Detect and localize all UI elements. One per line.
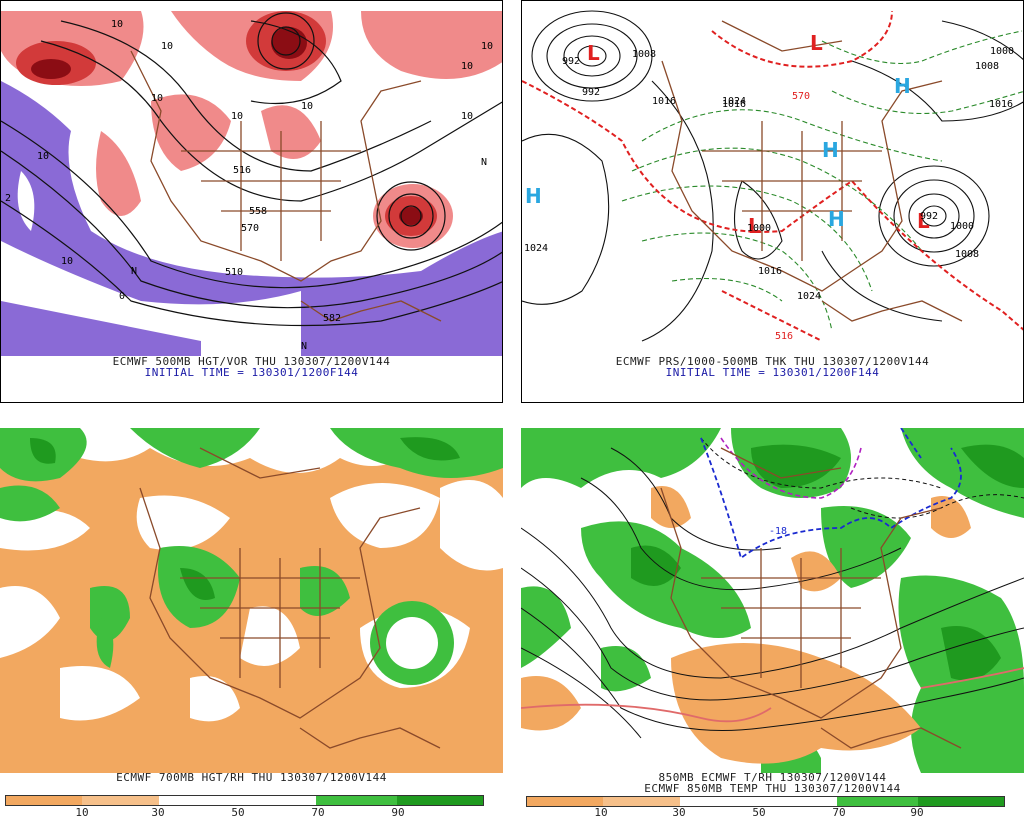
contour-label: 2 (5, 193, 12, 204)
caption-init-time: INITIAL TIME = 130301/1200F144 (665, 366, 880, 379)
scale-tick: 30 (672, 806, 686, 819)
scale-tick: 90 (391, 806, 405, 819)
contour-label: 510 (225, 267, 244, 278)
caption-title: ECMWF 700MB HGT/RH THU 130307/1200V144 (116, 771, 387, 784)
isobar-label: 1000 (990, 46, 1015, 57)
contour-label: N (481, 157, 488, 168)
contour-label: -18 (769, 526, 788, 537)
panel-prs-thickness: H H H H L L L L 1016 1024 1024 1024 1000… (521, 0, 1024, 403)
contour-label: 10 (37, 151, 50, 162)
scale-swatch-lowmid (82, 796, 159, 805)
contour-label: 10 (301, 101, 314, 112)
thickness-label: 570 (792, 91, 811, 102)
contour-label: 516 (233, 165, 252, 176)
contour-label: 10 (151, 93, 164, 104)
isobar-label: 1024 (722, 96, 747, 107)
high-pressure-symbol: H (828, 207, 845, 231)
low-pressure-symbol: L (810, 31, 823, 55)
rh-color-scale (526, 796, 1005, 807)
contour-label: 0 (119, 291, 126, 302)
scale-tick: 10 (75, 806, 89, 819)
panel-850mb-temp-rh: -18 850MB ECMWF T/RH 130307/1200V144 ECM… (521, 428, 1024, 819)
low-pressure-symbol: L (587, 41, 600, 65)
isobar-label: 992 (920, 211, 939, 222)
isobar-label: 1016 (722, 99, 747, 110)
isobar-label: 1016 (652, 96, 677, 107)
scale-swatch-dry (527, 797, 604, 806)
contour-label: 10 (461, 111, 474, 122)
low-pressure-symbol: L (917, 209, 930, 233)
contour-label: 10 (111, 19, 124, 30)
contour-label: 10 (461, 61, 474, 72)
map-700mb-rh (0, 428, 503, 773)
high-pressure-symbol: H (525, 184, 542, 208)
scale-tick: 50 (752, 806, 766, 819)
contour-label: N (131, 266, 138, 277)
contour-label: 10 (231, 111, 244, 122)
thickness-label: 516 (775, 331, 794, 342)
map-500mb-vorticity (1, 1, 502, 356)
isobar-label: 1024 (524, 243, 549, 254)
contour-label: 10 (61, 256, 74, 267)
scale-swatch-moist (837, 797, 919, 806)
scale-swatch-mid (158, 796, 317, 805)
scale-swatch-moist (316, 796, 398, 805)
scale-tick: 90 (910, 806, 924, 819)
contour-label: 558 (249, 206, 268, 217)
contour-label: 582 (323, 313, 342, 324)
caption-title: 850MB ECMWF T/RH 130307/1200V144 (658, 771, 887, 784)
scale-tick: 30 (151, 806, 165, 819)
isobar-label: 1016 (758, 266, 783, 277)
isobar-label: 1000 (950, 221, 975, 232)
scale-tick: 70 (311, 806, 325, 819)
contour-label: N (301, 341, 308, 352)
scale-tick: 70 (832, 806, 846, 819)
contour-label: 10 (481, 41, 494, 52)
caption-init-time: INITIAL TIME = 130301/1200F144 (144, 366, 359, 379)
high-pressure-symbol: H (822, 138, 839, 162)
isobar-label: 1000 (747, 223, 772, 234)
high-pressure-symbol: H (894, 74, 911, 98)
map-sea-level-pressure (522, 1, 1023, 356)
caption-title: ECMWF PRS/1000-500MB THK THU 130307/1200… (615, 355, 930, 368)
contour-label: 10 (161, 41, 174, 52)
panel-500mb-hgt-vor: 10 10 10 10 10 10 10 10 N N N 516 558 57… (0, 0, 503, 403)
scale-tick: 10 (594, 806, 608, 819)
scale-swatch-wet (918, 797, 1004, 806)
scale-swatch-wet (397, 796, 483, 805)
rh-color-scale (5, 795, 484, 806)
map-850mb-temp-rh (521, 428, 1024, 773)
scale-swatch-dry (6, 796, 83, 805)
scale-swatch-mid (679, 797, 838, 806)
caption-temp: ECMWF 850MB TEMP THU 130307/1200V144 (644, 782, 901, 795)
isobar-label: 1024 (797, 291, 822, 302)
isobar-label: 1008 (955, 249, 980, 260)
isobar-label: 1016 (989, 99, 1014, 110)
panel-700mb-hgt-rh: ECMWF 700MB HGT/RH THU 130307/1200V144 1… (0, 428, 503, 819)
contour-label: 570 (241, 223, 260, 234)
scale-tick: 50 (231, 806, 245, 819)
isobar-label: 992 (562, 56, 581, 67)
isobar-label: 1008 (975, 61, 1000, 72)
scale-swatch-lowmid (603, 797, 680, 806)
isobar-label: 1008 (632, 49, 657, 60)
isobar-label: 992 (582, 87, 601, 98)
caption-title: ECMWF 500MB HGT/VOR THU 130307/1200V144 (112, 355, 391, 368)
low-pressure-symbol: L (748, 214, 761, 238)
